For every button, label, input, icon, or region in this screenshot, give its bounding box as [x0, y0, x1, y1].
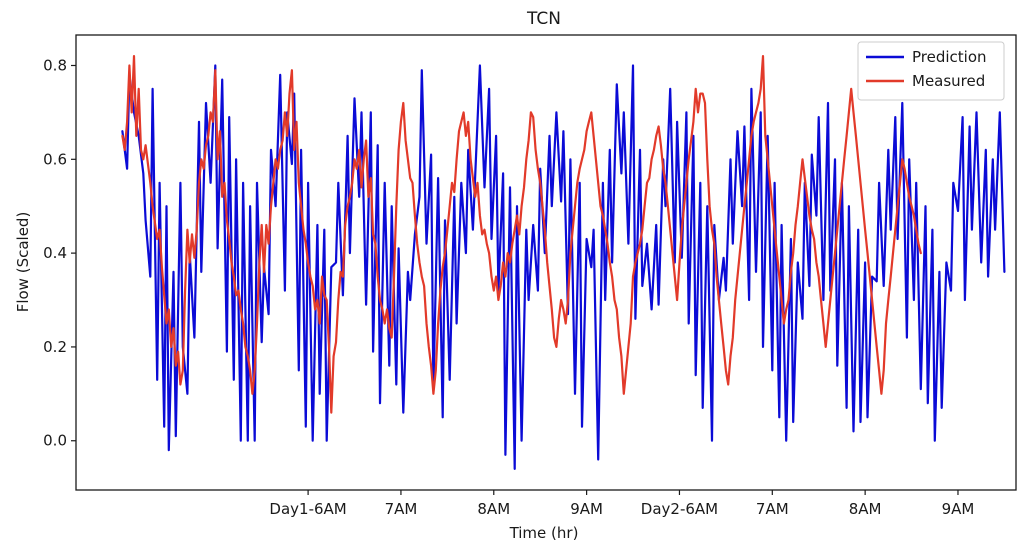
chart-title: TCN [526, 9, 561, 29]
x-tick-label: 8AM [477, 500, 510, 518]
y-tick-label: 0.0 [43, 432, 67, 450]
legend-label-prediction: Prediction [912, 48, 987, 66]
y-tick-label: 0.8 [43, 56, 67, 74]
series-line-prediction [121, 64, 1006, 470]
series-line-measured [121, 55, 922, 414]
x-tick-label: 7AM [385, 500, 418, 518]
x-tick-label: 8AM [849, 500, 882, 518]
y-tick-label: 0.6 [43, 150, 67, 168]
plot-area [121, 55, 1006, 470]
legend: Prediction Measured [857, 41, 1005, 101]
x-tick-label: 7AM [756, 500, 789, 518]
y-tick-label: 0.4 [43, 244, 67, 262]
x-tick-label: Day1-6AM [269, 500, 346, 518]
y-axis-label: Flow (Scaled) [14, 212, 32, 313]
legend-label-measured: Measured [912, 72, 985, 90]
x-tick-label: Day2-6AM [641, 500, 718, 518]
x-tick-label: 9AM [942, 500, 975, 518]
x-tick-label: 9AM [570, 500, 603, 518]
x-axis-label: Time (hr) [509, 524, 579, 542]
y-tick-label: 0.2 [43, 338, 67, 356]
plot-frame [75, 34, 1017, 491]
y-axis: 0.0 0.2 0.4 0.6 0.8 [43, 56, 76, 450]
